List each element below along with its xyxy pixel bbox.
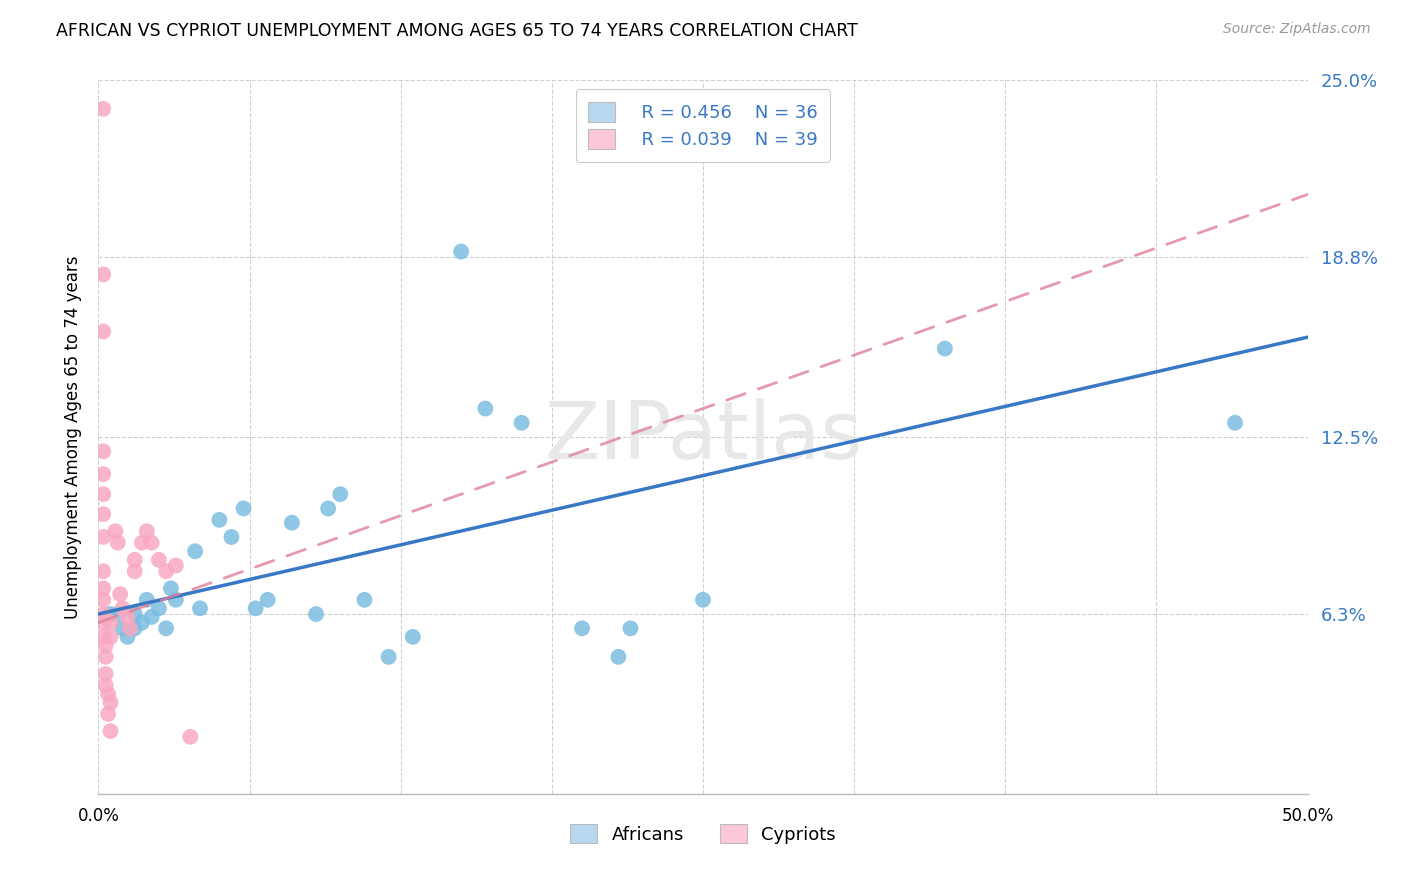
Point	[91, 507, 114, 521]
Point	[377, 649, 399, 664]
Point	[450, 244, 472, 259]
Point	[135, 592, 157, 607]
Point	[100, 615, 122, 630]
Point	[97, 706, 120, 721]
Point	[91, 444, 114, 458]
Point	[141, 535, 163, 549]
Point	[208, 513, 231, 527]
Point	[100, 724, 122, 739]
Point	[111, 621, 134, 635]
Point	[100, 607, 122, 621]
Point	[135, 524, 157, 539]
Point	[108, 587, 131, 601]
Point	[155, 564, 177, 578]
Point	[245, 601, 267, 615]
Point	[104, 524, 127, 539]
Point	[221, 530, 243, 544]
Point	[91, 630, 114, 644]
Point	[107, 607, 129, 621]
Point	[94, 678, 117, 692]
Point	[124, 607, 146, 621]
Point	[232, 501, 254, 516]
Point	[94, 649, 117, 664]
Point	[256, 592, 278, 607]
Point	[91, 564, 114, 578]
Point	[117, 610, 139, 624]
Point	[91, 607, 114, 621]
Point	[91, 592, 114, 607]
Point	[97, 687, 120, 701]
Text: AFRICAN VS CYPRIOT UNEMPLOYMENT AMONG AGES 65 TO 74 YEARS CORRELATION CHART: AFRICAN VS CYPRIOT UNEMPLOYMENT AMONG AG…	[56, 22, 858, 40]
Point	[692, 592, 714, 607]
Point	[188, 601, 211, 615]
Text: Source: ZipAtlas.com: Source: ZipAtlas.com	[1223, 22, 1371, 37]
Y-axis label: Unemployment Among Ages 65 to 74 years: Unemployment Among Ages 65 to 74 years	[63, 255, 82, 619]
Point	[94, 639, 117, 653]
Legend: Africans, Cypriots: Africans, Cypriots	[557, 811, 849, 856]
Point	[179, 730, 201, 744]
Point	[607, 649, 630, 664]
Point	[353, 592, 375, 607]
Point	[329, 487, 352, 501]
Point	[91, 268, 114, 282]
Point	[165, 558, 187, 573]
Point	[111, 601, 134, 615]
Point	[148, 601, 170, 615]
Point	[281, 516, 304, 530]
Point	[91, 102, 114, 116]
Point	[160, 582, 183, 596]
Point	[510, 416, 533, 430]
Point	[124, 621, 146, 635]
Point	[124, 553, 146, 567]
Point	[474, 401, 496, 416]
Point	[91, 467, 114, 482]
Point	[91, 325, 114, 339]
Point	[94, 667, 117, 681]
Point	[100, 696, 122, 710]
Point	[184, 544, 207, 558]
Point	[148, 553, 170, 567]
Text: ZIPatlas: ZIPatlas	[544, 398, 862, 476]
Point	[155, 621, 177, 635]
Point	[1223, 416, 1246, 430]
Point	[131, 615, 153, 630]
Point	[124, 564, 146, 578]
Point	[619, 621, 641, 635]
Point	[91, 582, 114, 596]
Point	[117, 630, 139, 644]
Point	[141, 610, 163, 624]
Point	[91, 487, 114, 501]
Point	[402, 630, 425, 644]
Point	[107, 535, 129, 549]
Point	[91, 530, 114, 544]
Point	[305, 607, 328, 621]
Point	[91, 615, 114, 630]
Point	[118, 621, 141, 635]
Point	[316, 501, 339, 516]
Point	[571, 621, 593, 635]
Point	[131, 535, 153, 549]
Point	[934, 342, 956, 356]
Point	[100, 630, 122, 644]
Point	[165, 592, 187, 607]
